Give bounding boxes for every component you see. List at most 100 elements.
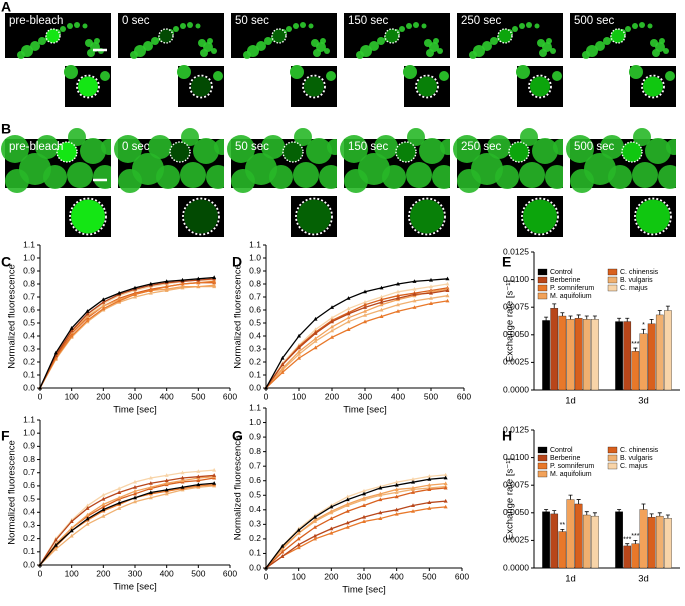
y-tick-label: 0.1 <box>249 369 261 379</box>
data-point <box>313 327 318 331</box>
data-point <box>443 472 448 477</box>
y-tick-label: 0.0125 <box>503 246 529 256</box>
x-tick-label: 400 <box>160 568 174 578</box>
y-tick-label: 1.0 <box>249 252 261 262</box>
data-point <box>101 507 106 512</box>
droplet <box>326 71 336 81</box>
droplet <box>68 128 86 146</box>
bar <box>550 513 559 569</box>
data-point <box>101 496 106 501</box>
data-point <box>363 300 367 304</box>
y-tick-label: 0.6 <box>249 475 261 485</box>
data-point <box>427 506 432 510</box>
droplet <box>512 26 518 32</box>
droplet <box>377 37 385 45</box>
series-line <box>265 283 448 389</box>
y-tick-label: 0.2 <box>23 356 35 366</box>
droplet <box>60 26 66 32</box>
error-bar <box>584 315 589 320</box>
droplet <box>313 49 321 57</box>
data-point <box>411 479 415 484</box>
data-point <box>379 285 384 290</box>
data-point <box>379 300 384 304</box>
data-point <box>411 503 415 507</box>
legend-label: C. majus <box>620 463 648 470</box>
error-bar <box>568 315 573 320</box>
y-tick-label: 0.4 <box>23 330 35 340</box>
y-tick-label: 0.0025 <box>503 535 529 545</box>
droplet <box>344 169 368 193</box>
x-tick-label: 300 <box>128 391 142 401</box>
data-point <box>85 516 90 521</box>
data-point <box>85 506 90 510</box>
bar <box>542 320 550 391</box>
inset-roi <box>295 197 333 236</box>
droplet <box>35 135 59 159</box>
series-line <box>39 278 215 389</box>
data-point <box>345 501 350 506</box>
x-tick-label: 100 <box>292 391 306 401</box>
data-point <box>313 514 317 519</box>
droplet <box>608 165 632 189</box>
droplet <box>193 138 219 164</box>
droplet <box>195 23 201 29</box>
data-point <box>133 292 137 296</box>
droplet <box>546 38 552 44</box>
droplet <box>290 65 304 79</box>
droplet <box>520 128 538 146</box>
bleach-spot <box>57 142 77 162</box>
droplet <box>457 169 481 193</box>
droplet <box>294 128 312 146</box>
data-point <box>53 543 58 547</box>
data-point <box>53 350 58 355</box>
bar <box>574 503 583 569</box>
bleach-spot <box>159 29 173 43</box>
bar <box>558 315 567 391</box>
x-tick-label: 3d <box>638 574 649 585</box>
data-point <box>148 290 153 295</box>
data-point <box>394 507 399 512</box>
data-point <box>443 504 448 509</box>
bar <box>574 318 583 391</box>
series-line <box>265 477 446 569</box>
legend-swatch <box>607 446 618 454</box>
legend-label: Berberine <box>550 455 580 462</box>
droplet <box>43 165 67 189</box>
droplet <box>80 138 106 164</box>
y-tick-label: 0.0025 <box>503 357 529 367</box>
x-tick-label: 200 <box>325 391 339 401</box>
data-point <box>330 328 334 333</box>
legend-label: P. somniferum <box>550 285 594 292</box>
data-point <box>148 485 153 489</box>
data-point <box>280 370 285 374</box>
data-point <box>346 315 351 320</box>
data-point <box>133 488 137 493</box>
error-bar <box>649 318 654 324</box>
data-point <box>378 510 383 515</box>
series-line <box>265 482 446 569</box>
x-tick-label: 200 <box>324 571 338 581</box>
droplet <box>519 162 545 188</box>
data-point <box>180 475 185 480</box>
panel-letter: F <box>1 428 10 444</box>
data-point <box>362 503 366 507</box>
droplet <box>156 165 180 189</box>
x-tick-label: 400 <box>390 571 404 581</box>
x-tick-label: 600 <box>455 571 469 581</box>
droplet <box>286 26 292 32</box>
data-point <box>53 546 58 551</box>
roi-circle <box>282 141 304 163</box>
x-tick-label: 200 <box>96 568 110 578</box>
data-point <box>180 284 185 289</box>
droplet <box>67 162 93 188</box>
data-point <box>330 305 334 309</box>
droplet <box>482 41 492 51</box>
x-tick-label: 1d <box>565 396 576 407</box>
y-tick-label: 0.0 <box>249 562 261 572</box>
data-point <box>85 314 90 318</box>
bar <box>655 314 664 391</box>
inset-spot <box>417 76 437 97</box>
error-bar <box>592 315 597 320</box>
y-tick-label: 0.4 <box>23 507 35 517</box>
data-point <box>313 525 317 529</box>
